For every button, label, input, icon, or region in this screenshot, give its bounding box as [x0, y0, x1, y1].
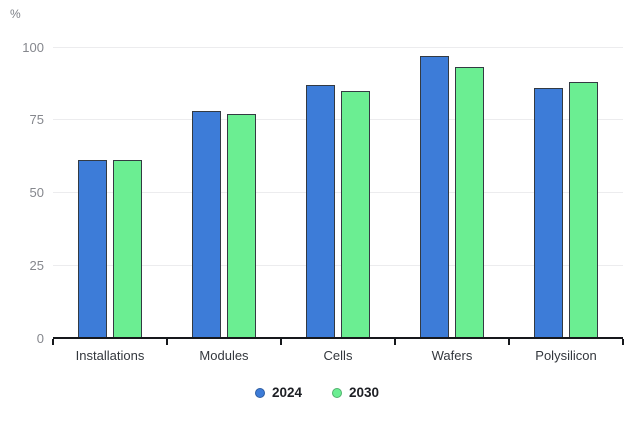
legend-label-2030: 2030 [349, 385, 380, 400]
x-category-label-installations: Installations [75, 348, 145, 363]
x-axis-line [53, 337, 623, 339]
legend-dot-2030 [332, 387, 342, 398]
x-axis-tick [508, 339, 510, 345]
legend-item-2024[interactable]: 2024 [254, 385, 302, 400]
bar-2024-modules [192, 111, 221, 338]
x-category-label-polysilicon: Polysilicon [535, 348, 597, 363]
x-axis-tick [52, 339, 54, 345]
x-axis-tick [622, 339, 624, 345]
x-category-label-modules: Modules [199, 348, 249, 363]
bar-2030-modules [227, 113, 256, 338]
y-tick-label-75: 75 [29, 112, 44, 128]
legend-dot-2024 [254, 387, 265, 398]
bar-2030-cells [341, 90, 370, 338]
bar-2030-installations [113, 160, 142, 338]
x-axis-tick [166, 339, 168, 345]
legend-label-2024: 2024 [271, 385, 302, 400]
bar-2030-polysilicon [569, 81, 598, 338]
y-axis-unit-label: % [10, 7, 21, 21]
y-tick-label-25: 25 [29, 257, 44, 273]
bar-2024-cells [306, 84, 335, 338]
gridline-75 [53, 119, 623, 121]
gridline-25 [53, 264, 623, 266]
bar-2024-installations [78, 160, 107, 338]
x-axis-tick [280, 339, 282, 345]
legend: 2024 2030 [0, 385, 634, 400]
bar-2030-wafers [455, 67, 484, 338]
gridline-50 [53, 192, 623, 193]
y-tick-label-0: 0 [36, 330, 44, 346]
gridline-100 [53, 46, 623, 48]
x-category-label-wafers: Wafers [431, 348, 473, 363]
legend-item-2030[interactable]: 2030 [332, 385, 379, 400]
x-category-label-cells: Cells [323, 348, 353, 363]
y-tick-label-50: 50 [29, 185, 44, 200]
bar-2024-wafers [420, 55, 449, 338]
bar-2024-polysilicon [534, 87, 563, 338]
x-axis-tick [394, 339, 396, 345]
y-tick-label-100: 100 [22, 39, 44, 55]
